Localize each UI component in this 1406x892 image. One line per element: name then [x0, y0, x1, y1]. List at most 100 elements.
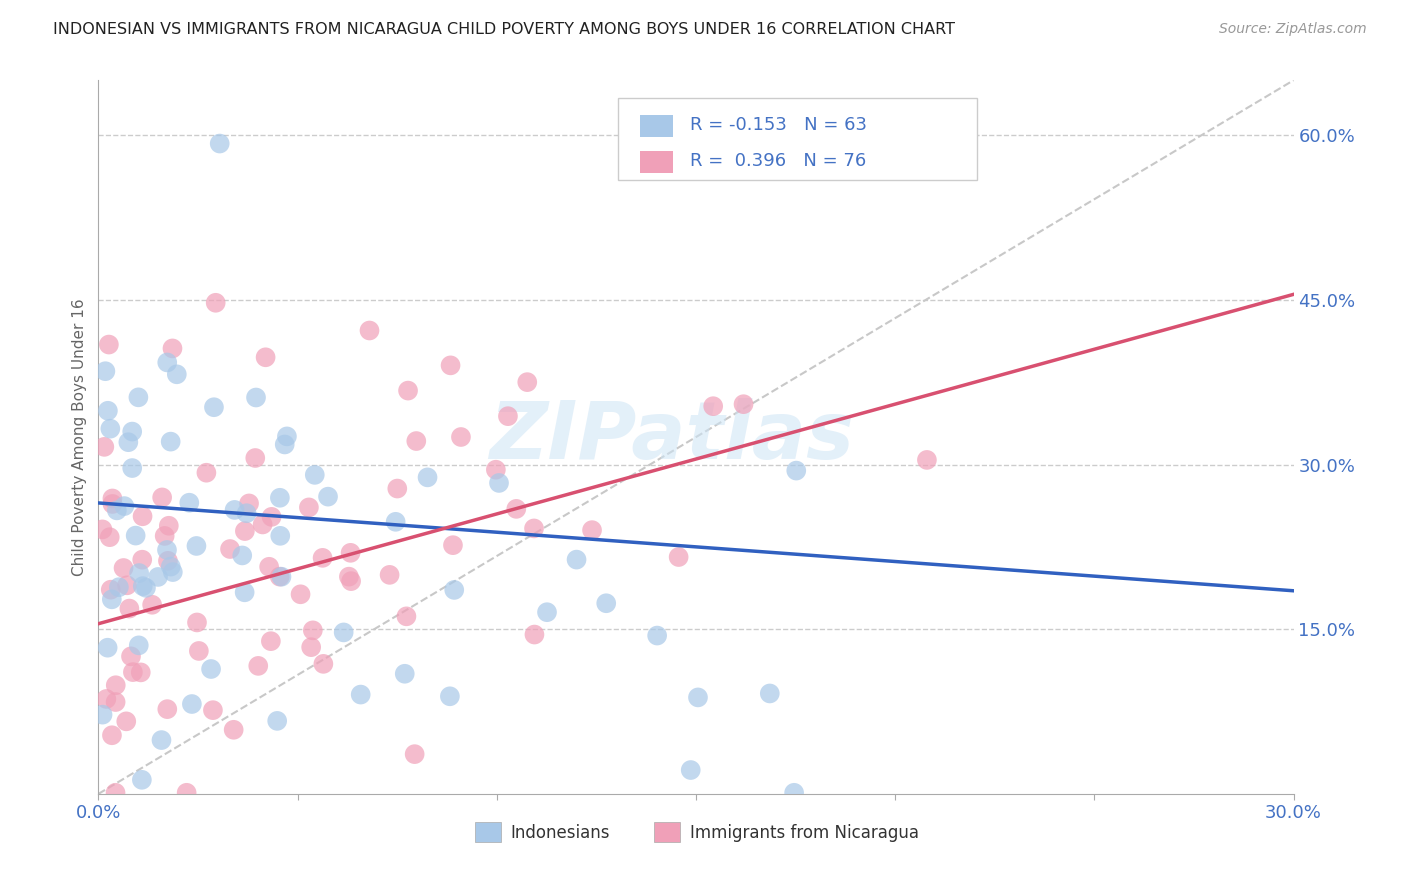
Point [450, 430, 472, 444]
Text: Immigrants from Nicaragua: Immigrants from Nicaragua [690, 824, 920, 842]
Point [785, 464, 807, 478]
Point [204, 295, 226, 310]
Point [128, 566, 150, 580]
Point [231, 549, 253, 563]
Point [299, 640, 322, 655]
Point [98, 422, 121, 436]
Point [269, 569, 291, 583]
Point [404, 747, 426, 761]
Point [536, 605, 558, 619]
Point [135, 581, 157, 595]
Point [311, 550, 333, 565]
Point [245, 391, 267, 405]
Point [176, 786, 198, 800]
Point [266, 714, 288, 728]
Text: Indonesians: Indonesians [510, 824, 610, 842]
Point [146, 570, 169, 584]
Point [516, 375, 538, 389]
Point [121, 461, 143, 475]
Point [443, 582, 465, 597]
Point [339, 546, 361, 560]
Point [405, 434, 427, 448]
Point [496, 409, 519, 424]
Point [222, 723, 245, 737]
Bar [654, 822, 681, 842]
Point [159, 434, 181, 449]
Point [505, 501, 527, 516]
Text: R =  0.396   N = 76: R = 0.396 N = 76 [690, 152, 866, 169]
Point [595, 596, 617, 610]
Point [304, 467, 326, 482]
Point [101, 491, 124, 506]
Point [150, 733, 173, 747]
Point [115, 578, 138, 592]
Point [121, 425, 143, 439]
Point [201, 703, 224, 717]
Point [783, 786, 806, 800]
Point [387, 482, 409, 496]
Point [129, 665, 152, 680]
Point [378, 567, 401, 582]
Point [98, 530, 121, 544]
Point [396, 384, 419, 398]
Point [359, 324, 381, 338]
Point [91, 522, 114, 536]
Point [254, 351, 277, 365]
Point [117, 435, 139, 450]
Point [202, 401, 225, 415]
Point [180, 697, 202, 711]
Bar [475, 822, 501, 842]
Point [219, 541, 242, 556]
Point [104, 786, 127, 800]
Bar [619, 98, 977, 180]
Point [302, 624, 325, 638]
Point [233, 524, 256, 538]
Point [269, 491, 291, 505]
Point [93, 440, 115, 454]
Point [101, 728, 124, 742]
Point [416, 470, 439, 484]
Point [200, 662, 222, 676]
Point [141, 598, 163, 612]
Text: ZIPatlas: ZIPatlas [489, 398, 855, 476]
Bar [640, 151, 673, 173]
Point [668, 549, 690, 564]
Point [195, 466, 218, 480]
Point [118, 601, 141, 615]
Point [238, 496, 260, 510]
Point [100, 582, 122, 597]
Point [270, 570, 292, 584]
Point [124, 528, 146, 542]
Point [252, 517, 274, 532]
Point [260, 509, 283, 524]
Point [733, 397, 755, 411]
Point [488, 475, 510, 490]
Point [759, 686, 782, 700]
Point [162, 342, 184, 356]
Point [112, 561, 135, 575]
Point [394, 666, 416, 681]
Text: Source: ZipAtlas.com: Source: ZipAtlas.com [1219, 22, 1367, 37]
Point [162, 565, 184, 579]
Point [157, 518, 180, 533]
Point [94, 364, 117, 378]
Point [187, 644, 209, 658]
Point [96, 692, 118, 706]
Point [186, 615, 208, 630]
Point [115, 714, 138, 729]
Point [350, 688, 373, 702]
Point [208, 136, 231, 151]
Point [235, 506, 257, 520]
Point [156, 355, 179, 369]
Point [384, 515, 406, 529]
Point [290, 587, 312, 601]
Point [156, 702, 179, 716]
Point [565, 552, 588, 566]
Point [97, 403, 120, 417]
Point [441, 538, 464, 552]
Point [97, 640, 120, 655]
Point [332, 625, 354, 640]
Point [179, 496, 201, 510]
Bar [640, 115, 673, 137]
Point [153, 529, 176, 543]
